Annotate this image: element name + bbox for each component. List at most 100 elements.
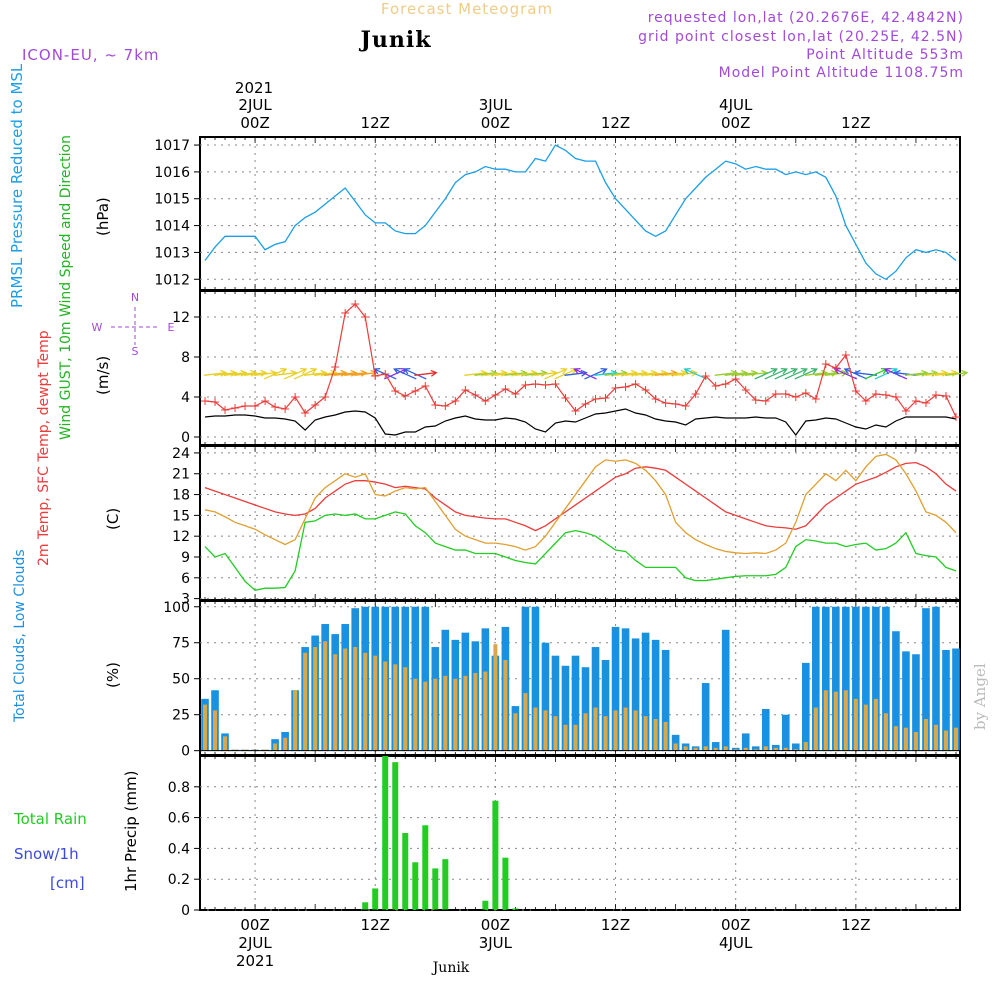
- low-cloud-bar: [203, 704, 208, 751]
- wind-direction-arrow: [833, 367, 858, 380]
- gust-point: [881, 391, 890, 399]
- wind-direction-arrow: [573, 367, 597, 380]
- gust-point: [751, 396, 760, 404]
- top-hour-label: 00Z: [721, 114, 750, 132]
- low-cloud-bar: [893, 726, 898, 751]
- wind-direction-arrow: [324, 369, 348, 377]
- low-cloud-bar: [723, 746, 728, 751]
- total-cloud-bar: [882, 606, 890, 751]
- total-cloud-bar: [721, 629, 730, 751]
- wind-direction-arrow: [604, 369, 628, 377]
- gust-point: [611, 384, 620, 392]
- wind-direction-arrow: [334, 369, 358, 377]
- pressure-panel: 1012 1013 1014 1015 1016 1017: [154, 136, 961, 291]
- low-cloud-bar: [273, 743, 278, 751]
- gust-point: [821, 360, 830, 368]
- gust-point: [271, 403, 280, 411]
- wind-direction-arrow: [293, 367, 318, 380]
- low-cloud-bar: [283, 737, 288, 751]
- bottom-day-label: 3JUL: [479, 934, 513, 952]
- temp-title: 2m Temp, SFC Temp, dewpt Temp: [36, 330, 52, 566]
- total-cloud-bar: [842, 606, 850, 751]
- gust-point: [841, 351, 850, 359]
- prmsl-label: PRMSL Pressure Reduced to MSL: [8, 63, 26, 308]
- total-cloud-bar: [611, 626, 620, 751]
- gust-point: [871, 390, 880, 398]
- location-title: Junik: [359, 27, 432, 53]
- total-cloud-bar: [631, 638, 640, 751]
- low-cloud-bar: [543, 710, 548, 751]
- wind-unit: (m/s): [94, 356, 112, 395]
- low-cloud-bar: [323, 641, 328, 751]
- wind-direction-arrow: [714, 369, 739, 377]
- wind-direction-arrow: [614, 369, 638, 377]
- wind-direction-arrow: [624, 369, 648, 377]
- credit-watermark: by Angel: [971, 663, 989, 730]
- low-cloud-bar: [523, 693, 528, 751]
- wind-direction-arrow: [724, 369, 749, 377]
- precipitation-frame: [199, 755, 961, 911]
- wind-direction-arrow: [504, 369, 528, 377]
- top-day-label: 3JUL: [479, 96, 513, 114]
- y-tick-label: 6: [181, 571, 190, 587]
- gust-point: [651, 395, 660, 403]
- pressure-unit: (hPa): [94, 197, 112, 236]
- compass-e: E: [168, 321, 175, 334]
- total-cloud-bar: [801, 662, 810, 751]
- low-cloud-bar: [223, 736, 228, 751]
- wind-direction-arrow: [654, 369, 678, 377]
- low-cloud-bar: [633, 710, 638, 751]
- low-cloud-bar: [393, 664, 398, 751]
- y-tick-label: 12: [172, 529, 190, 545]
- low-cloud-bar: [763, 746, 768, 751]
- total-cloud-bar: [541, 642, 550, 751]
- low-cloud-bar: [593, 707, 598, 751]
- total-cloud-bar: [952, 648, 960, 751]
- gust-point: [491, 391, 500, 399]
- bottom-hour-label: 00Z: [721, 916, 750, 934]
- gust-point: [901, 407, 910, 415]
- y-tick-label: 75: [172, 636, 190, 652]
- low-cloud-bar: [303, 652, 308, 751]
- compass-n: N: [131, 291, 139, 304]
- top-year: 2021: [235, 79, 273, 97]
- low-cloud-bar: [423, 681, 428, 751]
- gust-point: [231, 404, 240, 412]
- rain-bar: [512, 908, 519, 910]
- low-cloud-bar: [363, 652, 368, 751]
- low-cloud-bar: [353, 647, 358, 751]
- total-cloud-bar: [591, 647, 600, 751]
- top-hour-label: 00Z: [481, 114, 510, 132]
- y-tick-label: 1016: [154, 165, 190, 181]
- low-cloud-bar: [883, 713, 888, 751]
- total-cloud-bar: [711, 742, 720, 751]
- bottom-day-label: 4JUL: [719, 934, 753, 952]
- total-cloud-bar: [912, 654, 920, 751]
- gust-point: [361, 313, 370, 321]
- wind-direction-arrow: [393, 367, 417, 380]
- total-cloud-bar: [531, 606, 540, 751]
- bottom-hour-label: 12Z: [601, 916, 630, 934]
- low-cloud-bar: [513, 713, 518, 751]
- low-cloud-bar: [613, 710, 618, 751]
- total-cloud-bar: [701, 683, 710, 751]
- wind-direction-arrow: [584, 367, 608, 380]
- low-cloud-bar: [383, 661, 388, 751]
- wind-direction-arrow: [213, 369, 238, 377]
- low-cloud-bar: [753, 749, 758, 751]
- gust-point: [691, 390, 700, 398]
- top-hour-label: 12Z: [601, 114, 630, 132]
- gust-point: [641, 386, 650, 394]
- low-cloud-bar: [463, 675, 468, 751]
- gust-point: [761, 397, 770, 405]
- gust-point: [461, 386, 470, 394]
- gust-point: [311, 401, 320, 409]
- total-cloud-bar: [922, 608, 930, 751]
- y-tick-label: 0: [181, 744, 190, 760]
- wind-direction-arrow: [524, 369, 548, 377]
- low-cloud-bar: [653, 719, 658, 751]
- total-cloud-bar: [751, 746, 760, 751]
- low-cloud-bar: [823, 690, 828, 751]
- gust-point: [931, 391, 940, 399]
- wind-direction-arrow: [494, 369, 518, 377]
